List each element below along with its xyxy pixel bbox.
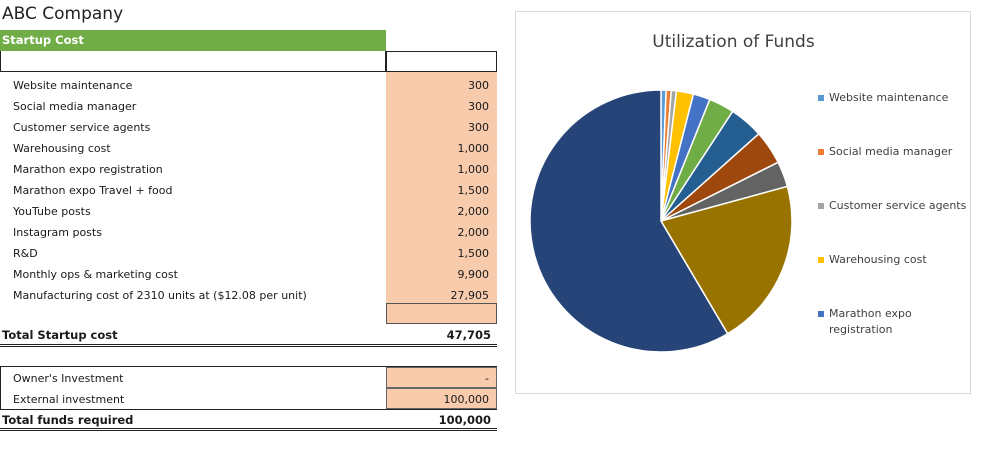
cost-row[interactable]: Marathon expo Travel + food 1,500 [0,180,497,201]
cost-row[interactable]: Monthly ops & marketing cost 9,900 [0,264,497,285]
cost-row[interactable]: Instagram posts 2,000 [0,222,497,243]
pie-svg [529,89,793,353]
pie-slice[interactable] [659,185,793,335]
cost-row[interactable]: Social media manager 300 [0,96,497,117]
double-underline [0,428,497,431]
total-funds-top-border [0,409,497,410]
cost-value: 1,000 [457,163,490,176]
cost-value: 1,500 [457,247,490,260]
legend-swatch [818,149,824,155]
blank-header-cell[interactable] [0,51,386,72]
chart-title: Utilization of Funds [652,32,815,52]
legend-label: Customer service agents [829,199,967,212]
cost-value: 300 [468,121,489,134]
investment-row[interactable]: Owner's Investment - [0,368,497,389]
pie-chart[interactable]: Utilization of Funds Website maintenance… [515,11,971,394]
double-underline [0,344,497,347]
total-funds-value: 100,000 [438,413,491,427]
empty-value-cell[interactable] [386,303,497,324]
cost-row[interactable]: YouTube posts 2,000 [0,201,497,222]
cost-label: Marathon expo registration [13,163,163,176]
external-investment-label: External investment [13,393,125,406]
cost-row[interactable]: Marathon expo registration 1,000 [0,159,497,180]
cost-label: Customer service agents [13,121,151,134]
cost-value: 2,000 [457,226,490,239]
external-investment-cell[interactable] [386,388,497,409]
total-startup-label: Total Startup cost [2,328,118,342]
value-column [386,72,497,324]
cost-label: Instagram posts [13,226,102,239]
cost-label: Monthly ops & marketing cost [13,268,178,281]
total-funds-label: Total funds required [2,413,134,427]
legend-swatch [818,95,824,101]
legend-label: Warehousing cost [829,253,927,266]
investment-top-border [0,366,497,367]
total-startup-row[interactable]: Total Startup cost 47,705 [0,325,497,345]
cost-value: 300 [468,79,489,92]
cost-label: Website maintenance [13,79,133,92]
cost-value: 2,000 [457,205,490,218]
section-header: Startup Cost [0,30,386,51]
pie-slice[interactable] [529,89,729,353]
legend-label: Marathon expo registration [829,307,912,336]
cost-row[interactable]: Website maintenance 300 [0,75,497,96]
owner-investment-cell[interactable] [386,367,497,388]
cost-label: Marathon expo Travel + food [13,184,173,197]
owner-investment-value: - [485,372,489,385]
cost-value: 9,900 [457,268,490,281]
legend-swatch [818,203,824,209]
cost-label: Manufacturing cost of 2310 units at ($12… [13,289,307,302]
investment-row[interactable]: External investment 100,000 [0,389,497,410]
blank-value-cell[interactable] [386,51,497,72]
legend-label: Website maintenance [829,91,949,104]
cost-value: 1,500 [457,184,490,197]
cost-row[interactable]: Warehousing cost 1,000 [0,138,497,159]
external-investment-value: 100,000 [443,393,490,406]
legend-swatch [818,257,824,263]
legend-label: Social media manager [829,145,953,158]
cost-value: 300 [468,100,489,113]
cost-label: Warehousing cost [13,142,111,155]
legend-swatch [818,311,824,317]
investment-left-border [0,366,1,410]
cost-row[interactable]: Customer service agents 300 [0,117,497,138]
owner-investment-label: Owner's Investment [13,372,124,385]
cost-label: R&D [13,247,38,260]
total-funds-row[interactable]: Total funds required 100,000 [0,410,497,430]
cost-value: 27,905 [450,289,490,302]
cost-label: YouTube posts [13,205,91,218]
total-startup-value: 47,705 [446,328,491,342]
cost-label: Social media manager [13,100,137,113]
company-title: ABC Company [2,4,124,24]
cost-row[interactable]: R&D 1,500 [0,243,497,264]
cost-value: 1,000 [457,142,490,155]
cost-row[interactable]: Manufacturing cost of 2310 units at ($12… [0,285,497,306]
